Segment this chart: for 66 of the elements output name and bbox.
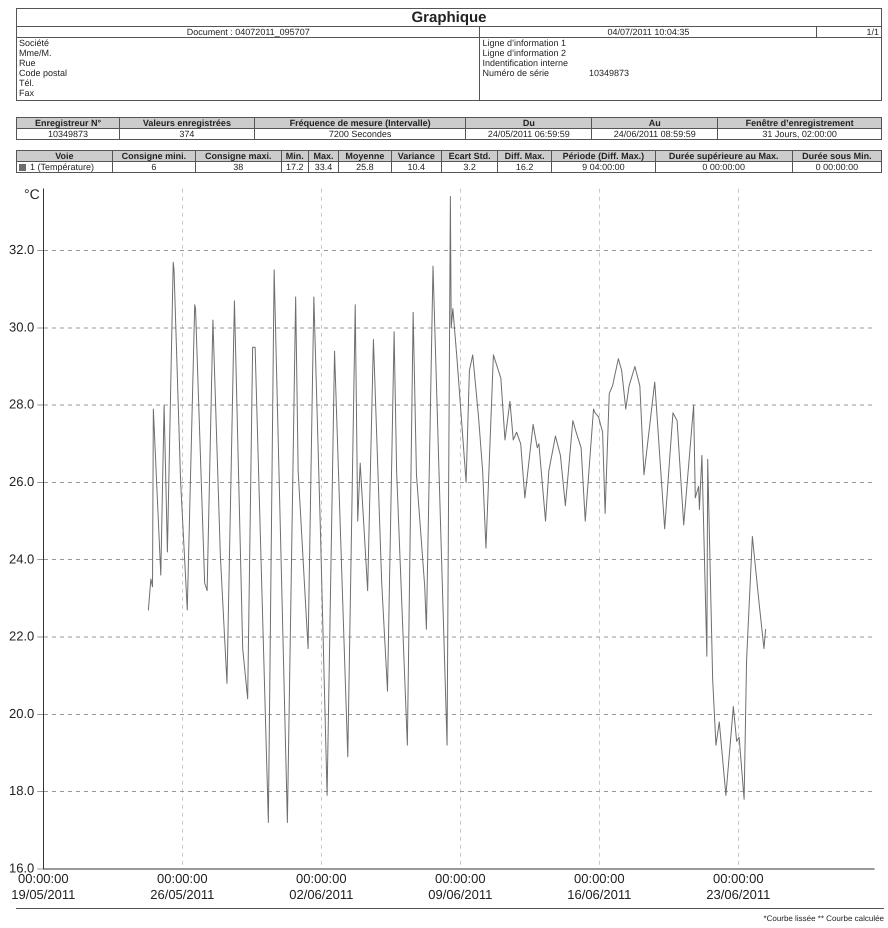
text: Max. (308, 150, 338, 162)
text: 10.4 (391, 162, 442, 172)
text: Mme/M. (19, 48, 52, 58)
text: Ecart Std. (441, 150, 498, 162)
text: Consigne maxi. (195, 150, 282, 162)
text: Ligne d’information 1 (482, 38, 566, 48)
text: 10349873 (16, 128, 120, 140)
text: *Courbe lissée ** Courbe calculée (763, 914, 884, 923)
y-tick-label: 30.0 (8, 319, 34, 334)
y-tick-label: 22.0 (8, 628, 34, 644)
text: Voie (16, 150, 112, 162)
text: Période (Diff. Max.) (552, 150, 656, 162)
text: 25.8 (338, 162, 392, 172)
text: Variance (391, 150, 442, 162)
text: Tél. (19, 78, 34, 88)
y-axis-title: °C (24, 186, 40, 202)
text: 9 04:00:00 (552, 162, 656, 172)
x-tick-label: 00:00:00 02/06/2011 (289, 871, 354, 902)
text: 374 (120, 128, 254, 140)
text: Du (466, 118, 592, 128)
y-tick-label: 28.0 (8, 396, 34, 412)
text: 0 00:00:00 (792, 162, 882, 172)
text: Document : 04072011_095707 (16, 26, 480, 38)
text: 10349873 (589, 68, 630, 78)
text: Société (19, 38, 50, 48)
text: Code postal (19, 68, 68, 78)
y-tick-label: 26.0 (8, 474, 34, 490)
text: 3.2 (441, 162, 498, 172)
text: 38 (195, 162, 282, 172)
text: 1/1 (816, 26, 882, 38)
text: Rue (19, 58, 36, 68)
text: Indentification interne (482, 58, 568, 68)
text: Min. (281, 150, 309, 162)
text: 0 00:00:00 (655, 162, 792, 172)
x-tick-label: 00:00:00 26/05/2011 (150, 871, 214, 902)
text: Durée sous Min. (792, 150, 882, 162)
y-tick-label: 18.0 (8, 783, 34, 798)
chart-title: Graphique (16, 8, 882, 26)
text: 16.2 (498, 162, 552, 172)
y-tick-label: 24.0 (8, 551, 34, 566)
text: 31 Jours, 02:00:00 (718, 128, 882, 140)
text: 6 (112, 162, 196, 172)
text: 04/07/2011 10:04:35 (480, 26, 817, 38)
x-tick-label: 00:00:00 16/06/2011 (567, 871, 632, 902)
text: 33.4 (308, 162, 338, 172)
text: 7200 Secondes (254, 128, 466, 140)
text: Moyenne (338, 150, 392, 162)
x-tick-label: 00:00:00 09/06/2011 (428, 871, 492, 902)
text: Au (592, 118, 718, 128)
text: Fenêtre d’enregistrement (718, 118, 882, 128)
text: 24/05/2011 06:59:59 (466, 128, 592, 140)
text: 1 (Température) (16, 162, 112, 172)
text: Diff. Max. (498, 150, 552, 162)
text: Fréquence de mesure (Intervalle) (254, 118, 466, 128)
x-tick-label: 00:00:00 23/06/2011 (706, 871, 770, 902)
y-tick-label: 32.0 (8, 242, 34, 258)
text: 24/06/2011 08:59:59 (592, 128, 718, 140)
text: Durée supérieure au Max. (655, 150, 792, 162)
text: Valeurs enregistrées (120, 118, 254, 128)
text: Ligne d’information 2 (482, 48, 566, 58)
text: Fax (19, 88, 34, 98)
text: Numéro de série (482, 68, 549, 78)
y-tick-label: 20.0 (8, 706, 34, 721)
text: 17.2 (281, 162, 309, 172)
text: Consigne mini. (112, 150, 196, 162)
text: Enregistreur N° (16, 118, 120, 128)
